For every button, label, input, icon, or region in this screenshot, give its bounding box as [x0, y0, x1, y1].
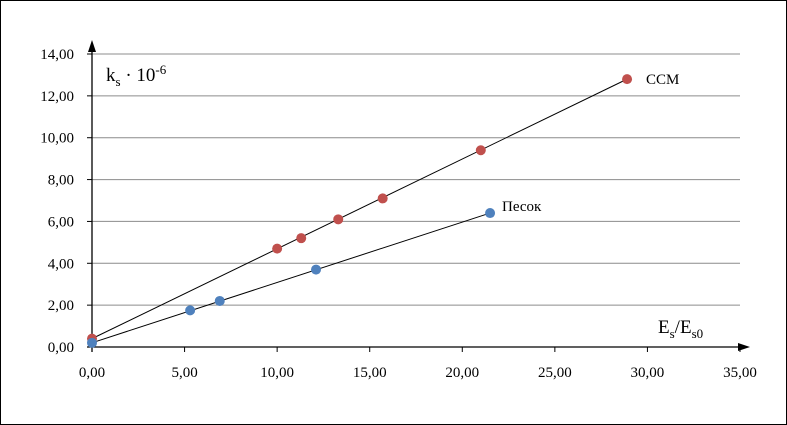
- y-axis-label: ks · 10-6: [106, 62, 167, 89]
- data-point-series-0: [622, 74, 633, 85]
- data-point-series-1: [185, 305, 196, 316]
- series-label-sand: Песок: [502, 199, 542, 215]
- axes: [87, 40, 750, 352]
- x-axis-label: Es/Es0: [658, 317, 703, 341]
- y-axis-arrow: [88, 40, 96, 52]
- tick-labels: 0,00 2,00 4,00 6,00 8,00 10,00 12,00 14,00 0,00 5…: [40, 47, 757, 381]
- trendline-series-0: [91, 78, 628, 340]
- y-tick-label: 14,00: [40, 47, 74, 63]
- data-point-series-1: [87, 337, 97, 348]
- data-points: [87, 74, 633, 348]
- y-tick-label: 10,00: [40, 131, 74, 147]
- trendlines: [91, 78, 628, 344]
- gridlines: [92, 53, 740, 306]
- data-point-series-0: [272, 243, 283, 254]
- data-point-series-1: [311, 264, 322, 275]
- data-point-series-0: [377, 193, 388, 204]
- x-tick-label: 10,00: [260, 365, 294, 381]
- x-tick-label: 20,00: [445, 365, 479, 381]
- x-tick-label: 25,00: [538, 365, 572, 381]
- x-tick-label: 30,00: [631, 365, 665, 381]
- x-tick-label: 0,00: [79, 365, 105, 381]
- series-label-ssm: ССМ: [646, 72, 679, 88]
- trendline-series-1: [91, 212, 491, 344]
- data-point-series-1: [485, 208, 496, 219]
- x-tick-label: 5,00: [171, 365, 197, 381]
- x-axis-arrow: [738, 343, 750, 351]
- x-tick-label: 35,00: [723, 365, 757, 381]
- data-point-series-1: [214, 295, 225, 306]
- y-tick-label: 4,00: [48, 256, 74, 272]
- y-tick-label: 8,00: [48, 173, 74, 189]
- y-tick-label: 12,00: [40, 89, 74, 105]
- y-tick-label: 2,00: [48, 298, 74, 314]
- x-tick-label: 15,00: [353, 365, 387, 381]
- y-tick-label: 0,00: [48, 340, 74, 356]
- data-point-series-0: [475, 145, 486, 156]
- data-point-series-0: [296, 233, 307, 244]
- data-point-series-0: [333, 214, 344, 225]
- y-tick-label: 6,00: [48, 214, 74, 230]
